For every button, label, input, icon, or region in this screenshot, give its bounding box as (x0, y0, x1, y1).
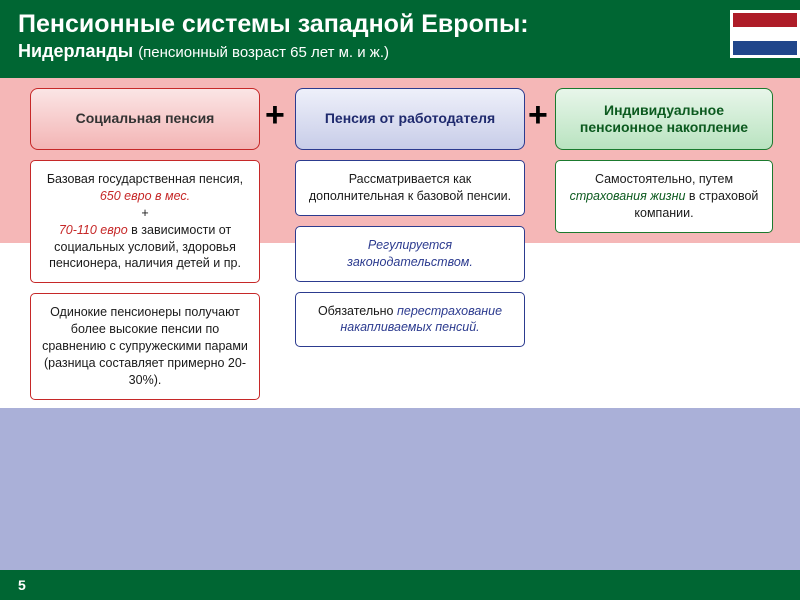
box-single-pensioners: Одинокие пенсионеры получают более высок… (30, 293, 260, 399)
pillar-employer-pension: Пенсия от работодателя (295, 88, 525, 150)
box-regulated: Регулируется законодательством. (295, 226, 525, 282)
flag-netherlands (730, 10, 800, 58)
page-subtitle: Нидерланды (пенсионный возраст 65 лет м.… (18, 41, 782, 62)
text-em: страхования жизни (570, 189, 686, 203)
text: Самостоятельно, путем (595, 172, 733, 186)
plus-icon: + (528, 96, 548, 135)
subtitle-paren: (пенсионный возраст 65 лет м. и ж.) (138, 44, 389, 61)
text: Базовая государственная пенсия, (47, 172, 243, 186)
content-area: + + Социальная пенсия Базовая государств… (0, 78, 800, 570)
amount-range: 70-110 евро (59, 223, 128, 237)
page-title: Пенсионные системы западной Европы: (18, 10, 782, 39)
text: Обязательно (318, 304, 397, 318)
box-additional: Рассматривается как дополнительная к баз… (295, 160, 525, 216)
column-employer-pension: Пенсия от работодателя Рассматривается к… (295, 88, 525, 347)
page-number: 5 (18, 577, 26, 593)
plus-inline: + (141, 206, 148, 220)
bg-stripe-blue (0, 408, 800, 570)
text-em: законодательством. (347, 255, 473, 269)
pillar-social-pension: Социальная пенсия (30, 88, 260, 150)
footer: 5 (0, 570, 800, 600)
column-social-pension: Социальная пенсия Базовая государственна… (30, 88, 260, 400)
text: Регулируется (368, 238, 452, 252)
box-base-pension: Базовая государственная пенсия, 650 евро… (30, 160, 260, 283)
flag-stripe-red (733, 13, 797, 27)
pillar-individual-savings: Индивидуальное пенсионное накопление (555, 88, 773, 150)
column-individual-savings: Индивидуальное пенсионное накопление Сам… (555, 88, 773, 233)
plus-icon: + (265, 96, 285, 135)
amount-base: 650 евро в мес. (100, 189, 190, 203)
flag-stripe-white (733, 27, 797, 41)
subtitle-main: Нидерланды (18, 41, 133, 61)
box-self-insurance: Самостоятельно, путем страхования жизни … (555, 160, 773, 233)
box-reinsurance: Обязательно перестрахование накапливаемы… (295, 292, 525, 348)
header: Пенсионные системы западной Европы: Ниде… (0, 0, 800, 78)
flag-stripe-blue (733, 41, 797, 55)
